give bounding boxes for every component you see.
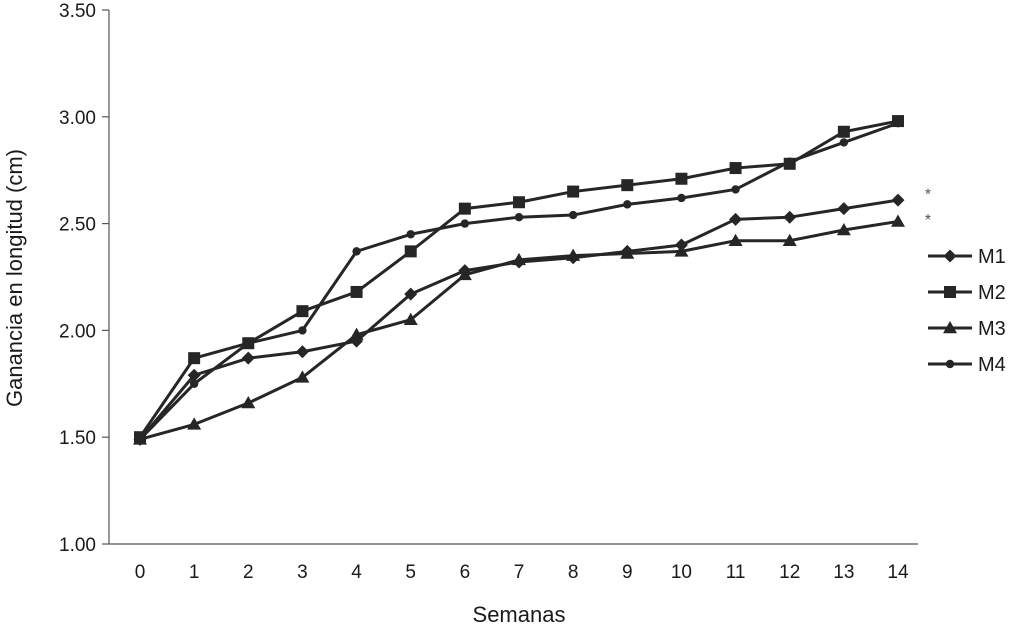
data-point-m3 [674, 244, 689, 257]
data-point-m4 [189, 379, 199, 388]
legend: M1 M2 M3 M4 [928, 246, 1006, 376]
series-line-m1 [138, 198, 899, 441]
data-point-m4 [514, 212, 524, 222]
x-tick-label: 3 [297, 562, 308, 583]
data-point-m2 [350, 285, 363, 298]
data-point-m3 [241, 396, 256, 409]
data-point-m3 [728, 233, 743, 246]
significance-marker: * [925, 186, 931, 203]
data-point-m1 [891, 193, 905, 207]
data-point-m4 [785, 157, 794, 166]
series-m4 [135, 119, 903, 444]
x-tick-label: 8 [568, 562, 579, 583]
data-point-m4 [406, 230, 415, 239]
data-point-m4 [460, 219, 470, 228]
legend-item-m3: M3 [928, 318, 1006, 340]
x-tick-label: 14 [887, 562, 909, 583]
data-point-m2 [567, 185, 580, 198]
legend-label: M3 [978, 318, 1006, 340]
data-point-m4 [352, 247, 361, 256]
x-tick-label: 12 [779, 562, 800, 583]
legend-marker-m1 [943, 249, 957, 263]
data-point-m4 [623, 200, 632, 209]
data-point-m1 [729, 212, 743, 226]
series-m3 [133, 214, 905, 445]
x-tick-label: 13 [833, 562, 854, 583]
data-point-m2 [729, 162, 742, 175]
x-tick-label: 6 [460, 562, 471, 583]
series-group [133, 115, 905, 446]
data-point-m3 [620, 246, 635, 259]
data-point-m2 [188, 352, 201, 365]
y-axis: 1.00 1.50 2.00 2.50 3.00 3.50 [59, 1, 110, 556]
data-point-m1 [295, 345, 309, 359]
data-point-m4 [244, 339, 253, 348]
x-tick-label: 7 [514, 562, 525, 583]
data-point-m1 [187, 368, 201, 382]
data-point-m2 [296, 305, 309, 318]
legend-marker-m3 [943, 321, 957, 334]
y-tick-label: 1.50 [59, 428, 96, 449]
x-tick-label: 11 [726, 562, 746, 583]
data-point-m1 [241, 351, 255, 365]
data-point-m4 [677, 193, 686, 203]
legend-label: M1 [978, 246, 1006, 268]
data-point-m3 [566, 248, 581, 261]
data-point-m3 [457, 267, 472, 281]
legend-label: M4 [978, 354, 1006, 376]
data-point-m4 [298, 326, 307, 335]
data-point-m2 [837, 125, 850, 138]
data-point-m3 [512, 252, 526, 266]
y-tick-label: 1.00 [59, 535, 96, 556]
data-point-m2 [404, 245, 417, 258]
data-point-m3 [782, 233, 797, 246]
data-point-m3 [295, 370, 310, 383]
y-tick-label: 2.00 [59, 321, 96, 342]
y-tick-label: 3.00 [59, 108, 96, 129]
legend-item-m4: M4 [928, 354, 1006, 376]
y-axis-title: Ganancia en longitud (cm) [2, 149, 27, 407]
data-point-m2 [513, 196, 525, 209]
data-point-m4 [135, 435, 145, 444]
data-point-m1 [783, 210, 797, 224]
x-tick-label: 5 [405, 562, 416, 583]
data-point-m4 [568, 210, 578, 220]
data-point-m3 [349, 327, 364, 340]
y-tick-label: 3.50 [59, 1, 96, 22]
x-axis-title: Semanas [473, 602, 566, 627]
x-tick-label: 10 [671, 562, 692, 583]
data-point-m4 [731, 185, 740, 194]
y-tick-label: 2.50 [59, 215, 96, 236]
annotations: ** [925, 186, 931, 229]
data-point-m4 [839, 138, 849, 147]
series-line-m4 [138, 121, 899, 441]
x-axis: 0 1 2 3 4 5 6 7 8 9 10 11 12 13 14 [109, 543, 918, 583]
legend-label: M2 [978, 282, 1006, 304]
data-point-m3 [187, 417, 202, 430]
data-point-m2 [675, 172, 688, 185]
legend-marker-m4 [945, 359, 955, 369]
data-point-m4 [893, 119, 903, 128]
legend-item-m1: M1 [928, 246, 1006, 268]
x-tick-label: 9 [622, 562, 633, 583]
data-point-m1 [837, 202, 851, 216]
x-tick-label: 1 [189, 562, 200, 583]
legend-item-m2: M2 [928, 282, 1006, 304]
data-point-m2 [621, 179, 634, 192]
x-tick-label: 0 [135, 562, 146, 583]
x-tick-label: 2 [243, 562, 254, 583]
data-point-m2 [458, 202, 471, 215]
data-point-m1 [404, 287, 418, 301]
x-tick-label: 4 [351, 562, 362, 583]
significance-marker: * [925, 212, 931, 229]
data-point-m3 [836, 223, 851, 236]
legend-marker-m2 [944, 286, 956, 298]
data-point-m3 [403, 312, 418, 325]
data-point-m3 [891, 214, 905, 227]
